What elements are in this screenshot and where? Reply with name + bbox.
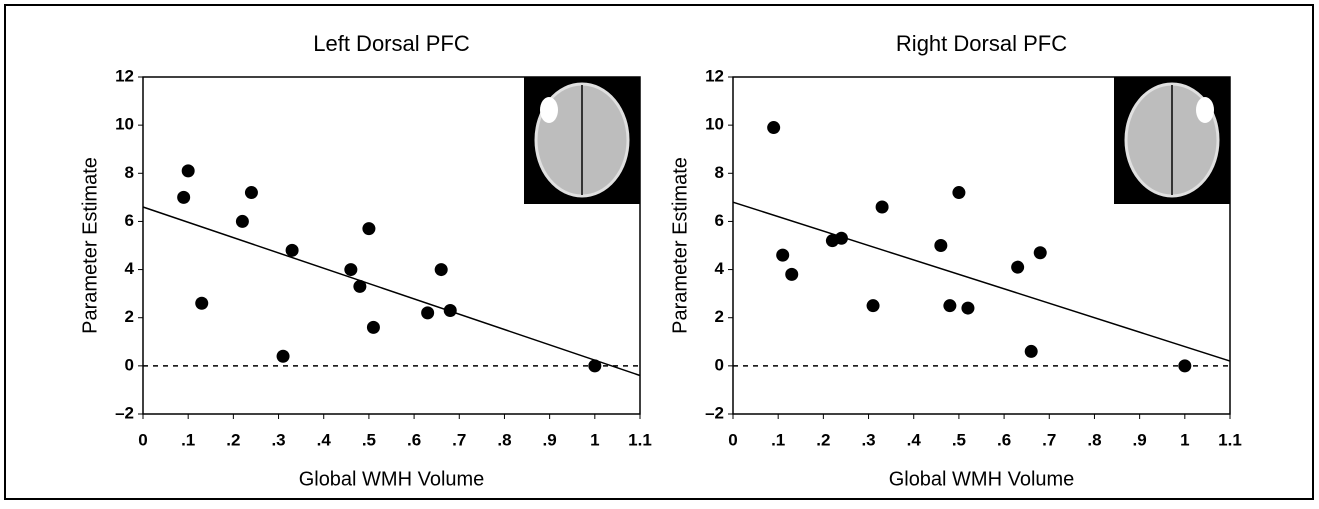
x-axis-label: Global WMH Volume <box>889 468 1075 490</box>
x-tick-label: 1 <box>590 430 599 449</box>
y-tick-label: 12 <box>115 66 134 85</box>
point <box>366 320 380 334</box>
point <box>244 186 258 200</box>
x-tick-label: .7 <box>452 430 466 449</box>
x-tick-label: .3 <box>271 430 285 449</box>
x-tick-label: .8 <box>1087 430 1101 449</box>
x-tick-label: .4 <box>907 430 922 449</box>
point <box>767 121 781 135</box>
y-tick-label: 12 <box>705 66 724 85</box>
y-tick-label: 0 <box>125 355 134 374</box>
x-tick-label: .6 <box>997 430 1011 449</box>
point <box>235 214 249 228</box>
point <box>776 248 790 262</box>
plot-area <box>142 76 641 415</box>
x-tick-label: 1.1 <box>628 430 652 449</box>
x-tick-label: .5 <box>952 430 966 449</box>
plot-area <box>732 76 1231 415</box>
y-tick-label: 2 <box>125 307 134 326</box>
x-tick-label: .9 <box>543 430 557 449</box>
y-tick-label: 4 <box>715 259 725 278</box>
y-tick-label: 6 <box>715 211 724 230</box>
point <box>181 164 195 178</box>
x-tick-label: 0 <box>728 430 737 449</box>
brain-inset <box>540 97 558 123</box>
y-axis-label: Parameter Estimate <box>669 157 691 334</box>
x-tick-label: .7 <box>1042 430 1056 449</box>
y-tick-label: –2 <box>115 403 134 422</box>
point <box>421 306 435 320</box>
point <box>344 263 358 277</box>
y-tick-label: 2 <box>715 307 724 326</box>
point <box>443 303 457 317</box>
x-axis-label: Global WMH Volume <box>299 468 485 490</box>
chart-title: Left Dorsal PFC <box>313 31 470 56</box>
point <box>195 296 209 310</box>
point <box>434 263 448 277</box>
y-tick-label: 4 <box>125 259 135 278</box>
point <box>834 231 848 245</box>
y-tick-label: –2 <box>705 403 724 422</box>
x-tick-label: 1.1 <box>1218 430 1242 449</box>
point <box>866 299 880 313</box>
x-tick-label: .9 <box>1133 430 1147 449</box>
x-tick-label: .2 <box>816 430 830 449</box>
chart-title: Right Dorsal PFC <box>896 31 1067 56</box>
x-tick-label: .1 <box>181 430 195 449</box>
point <box>276 349 290 363</box>
y-tick-label: 10 <box>705 115 724 134</box>
point <box>353 279 367 293</box>
point <box>362 222 376 236</box>
point <box>588 359 602 373</box>
x-tick-label: 0 <box>138 430 147 449</box>
y-tick-label: 10 <box>115 115 134 134</box>
point <box>934 239 948 252</box>
x-tick-label: .5 <box>362 430 376 449</box>
point <box>1178 359 1192 373</box>
point <box>1011 260 1025 274</box>
brain-inset <box>1196 97 1214 123</box>
y-tick-label: 6 <box>125 211 134 230</box>
point <box>177 190 191 204</box>
point <box>875 200 889 214</box>
point <box>1024 344 1038 358</box>
x-tick-label: 1 <box>1180 430 1189 449</box>
y-tick-label: 8 <box>715 163 724 182</box>
x-tick-label: .3 <box>861 430 875 449</box>
x-tick-label: .2 <box>226 430 240 449</box>
point <box>785 267 799 281</box>
y-tick-label: 0 <box>715 355 724 374</box>
y-tick-label: 8 <box>125 163 134 182</box>
x-tick-label: .8 <box>497 430 511 449</box>
point <box>961 301 975 315</box>
trend-line <box>142 206 641 377</box>
y-axis-label: Parameter Estimate <box>79 157 101 334</box>
x-tick-label: .4 <box>317 430 332 449</box>
point <box>952 186 966 200</box>
point <box>943 299 957 313</box>
trend-line <box>732 201 1231 362</box>
point <box>285 243 299 257</box>
x-tick-label: .6 <box>407 430 421 449</box>
x-tick-label: .1 <box>771 430 785 449</box>
frame <box>4 4 1314 500</box>
point <box>1033 246 1047 260</box>
